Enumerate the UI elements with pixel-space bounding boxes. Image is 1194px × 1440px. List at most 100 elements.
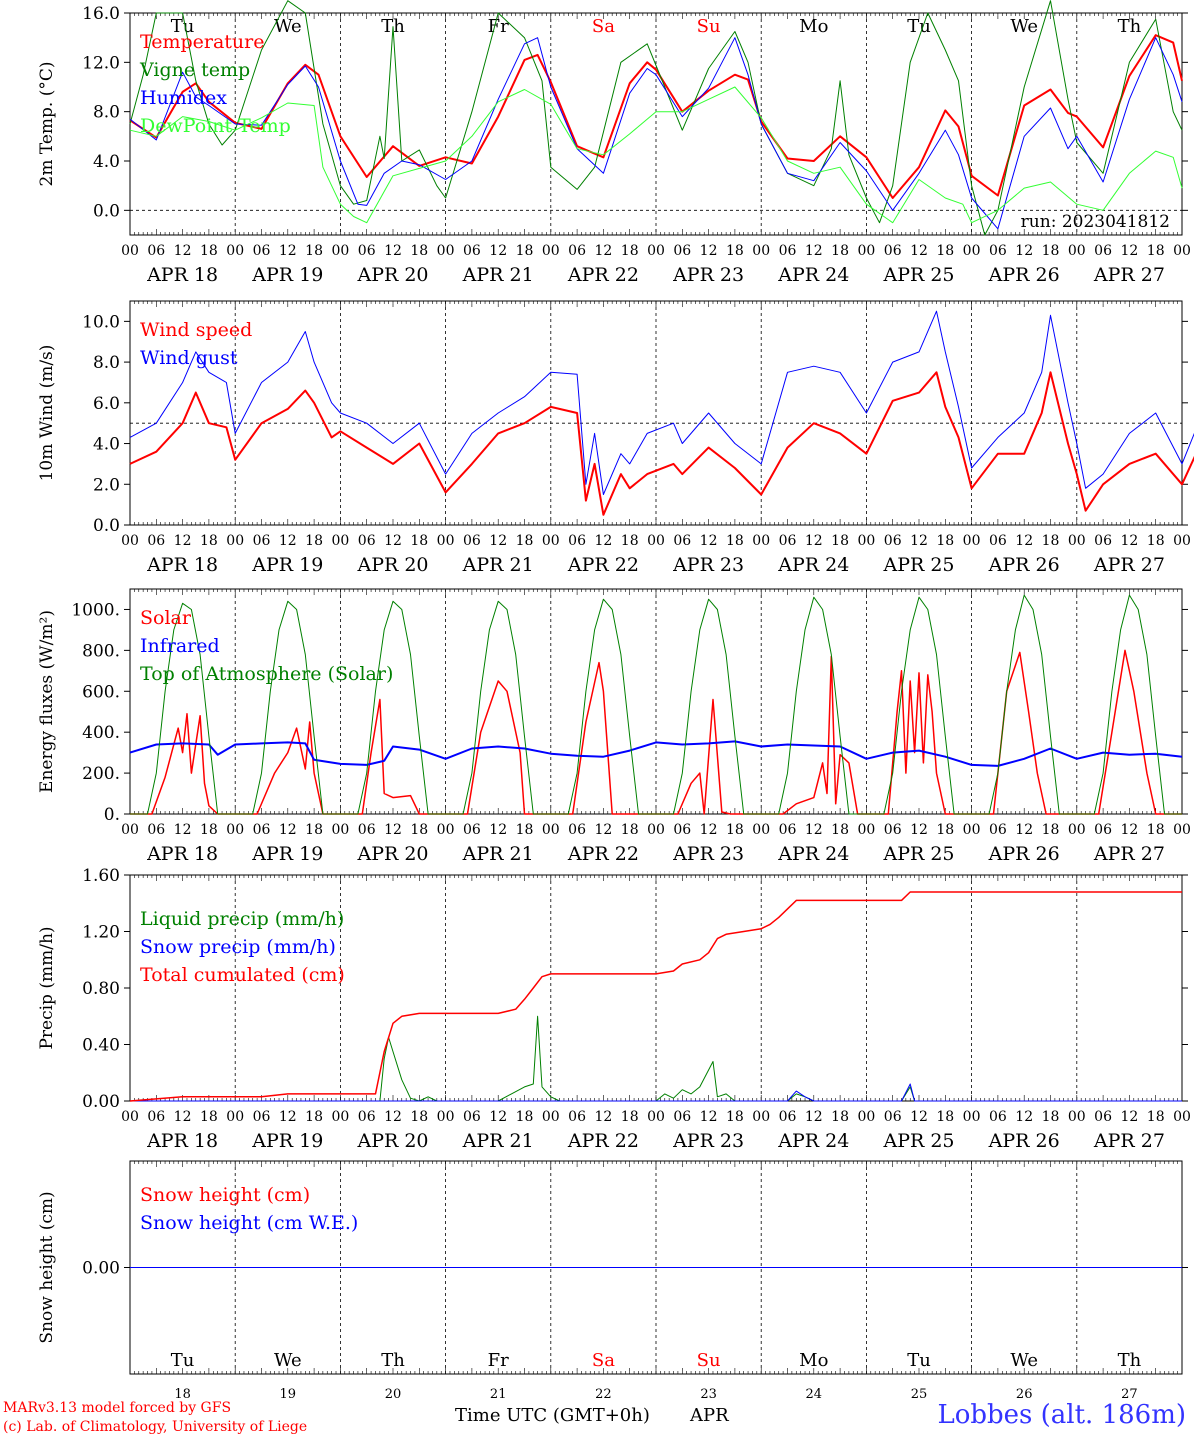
temp-date-label: APR 25 bbox=[882, 264, 954, 286]
precip-date-label: APR 26 bbox=[988, 1130, 1060, 1152]
energy-hour-tick-label: 12 bbox=[489, 822, 507, 838]
temp-date-label: APR 19 bbox=[251, 264, 323, 286]
energy-hour-tick-label: 12 bbox=[805, 822, 823, 838]
wind-date-label: APR 24 bbox=[777, 554, 849, 576]
day-number-label: 26 bbox=[1016, 1387, 1033, 1400]
precip-date-label: APR 20 bbox=[356, 1130, 428, 1152]
station-label: Lobbes (alt. 186m) bbox=[937, 1400, 1186, 1430]
precip-hour-tick-label: 00 bbox=[121, 1109, 139, 1125]
temp-hour-tick-label: 12 bbox=[700, 243, 718, 259]
day-number-label: 19 bbox=[280, 1387, 297, 1400]
energy-series-infrared bbox=[129, 740, 1183, 767]
precip-date-label: APR 25 bbox=[882, 1130, 954, 1152]
wind-series-wind-speed bbox=[129, 371, 1194, 516]
wind-y-tick-label: 2.0 bbox=[93, 475, 120, 495]
wind-hour-tick-label: 12 bbox=[594, 533, 612, 549]
wind-hour-tick-label: 06 bbox=[253, 533, 271, 549]
precip-hour-tick-label: 06 bbox=[253, 1109, 271, 1125]
temp-y-tick-label: 8.0 bbox=[93, 103, 120, 123]
precip-date-label: APR 21 bbox=[462, 1130, 534, 1152]
temp-hour-tick-label: 06 bbox=[673, 243, 691, 259]
energy-date-label: APR 26 bbox=[988, 843, 1060, 865]
wind-hour-tick-label: 00 bbox=[752, 533, 770, 549]
temp-hour-tick-label: 06 bbox=[147, 243, 165, 259]
wind-date-label: APR 26 bbox=[988, 554, 1060, 576]
wind-date-label: APR 25 bbox=[882, 554, 954, 576]
wind-hour-tick-label: 00 bbox=[121, 533, 139, 549]
energy-series-solar bbox=[130, 649, 1182, 815]
energy-hour-tick-label: 18 bbox=[936, 822, 954, 838]
energy-y-axis-label: Energy fluxes (W/m²) bbox=[37, 610, 57, 793]
energy-frame bbox=[129, 588, 1183, 815]
wind-hour-tick-label: 00 bbox=[647, 533, 665, 549]
wind-hour-tick-label: 00 bbox=[1173, 533, 1191, 549]
energy-hour-tick-label: 18 bbox=[831, 822, 849, 838]
wind-hour-tick-label: 00 bbox=[437, 533, 455, 549]
time-axis-title: Time UTC (GMT+0h) bbox=[455, 1405, 650, 1426]
energy-date-label: APR 25 bbox=[882, 843, 954, 865]
energy-legend-entry: Solar bbox=[140, 607, 192, 629]
wind-hour-tick-label: 18 bbox=[516, 533, 534, 549]
precip-hour-tick-label: 12 bbox=[174, 1109, 192, 1125]
energy-y-tick-label: 400. bbox=[82, 723, 120, 743]
wind-y-tick-label: 0.0 bbox=[93, 516, 120, 536]
temp-hour-tick-label: 18 bbox=[516, 243, 534, 259]
day-number-label: 23 bbox=[700, 1387, 717, 1400]
temp-series-vigne-temp bbox=[129, 0, 1183, 236]
energy-date-label: APR 18 bbox=[146, 843, 218, 865]
precip-hour-tick-label: 18 bbox=[621, 1109, 639, 1125]
wind-hour-tick-label: 06 bbox=[673, 533, 691, 549]
wind-hour-tick-label: 06 bbox=[463, 533, 481, 549]
precip-hour-tick-label: 12 bbox=[384, 1109, 402, 1125]
energy-hour-tick-label: 00 bbox=[1173, 822, 1191, 838]
wind-legend-entry: Wind gust bbox=[140, 347, 238, 369]
snow-y-tick-label: 0.00 bbox=[82, 1259, 120, 1279]
weekday-label: Sa bbox=[592, 1350, 615, 1371]
energy-hour-tick-label: 06 bbox=[463, 822, 481, 838]
wind-hour-tick-label: 18 bbox=[936, 533, 954, 549]
weekday-label: Mo bbox=[799, 1350, 828, 1371]
precip-hour-tick-label: 18 bbox=[726, 1109, 744, 1125]
wind-series-wind-gust bbox=[129, 310, 1194, 495]
temp-hour-tick-label: 12 bbox=[1015, 243, 1033, 259]
wind-date-label: APR 19 bbox=[251, 554, 323, 576]
energy-hour-tick-label: 00 bbox=[226, 822, 244, 838]
energy-hour-tick-label: 00 bbox=[752, 822, 770, 838]
temp-hour-tick-label: 06 bbox=[884, 243, 902, 259]
wind-legend-entry: Wind speed bbox=[140, 319, 252, 341]
precip-date-label: APR 27 bbox=[1093, 1130, 1165, 1152]
energy-hour-tick-label: 00 bbox=[331, 822, 349, 838]
temp-hour-tick-label: 06 bbox=[358, 243, 376, 259]
wind-hour-tick-label: 12 bbox=[489, 533, 507, 549]
energy-hour-tick-label: 00 bbox=[857, 822, 875, 838]
copyright-credit: (c) Lab. of Climatology, University of L… bbox=[3, 1419, 308, 1435]
day-number-label: 27 bbox=[1121, 1387, 1138, 1400]
temp-hour-tick-label: 18 bbox=[726, 243, 744, 259]
temp-date-label: APR 20 bbox=[356, 264, 428, 286]
energy-hour-tick-label: 06 bbox=[358, 822, 376, 838]
precip-hour-tick-label: 12 bbox=[279, 1109, 297, 1125]
temp-hour-tick-label: 06 bbox=[779, 243, 797, 259]
temp-hour-tick-label: 06 bbox=[253, 243, 271, 259]
energy-legend-entry: Top of Atmosphere (Solar) bbox=[140, 663, 393, 685]
precip-hour-tick-label: 00 bbox=[752, 1109, 770, 1125]
precip-hour-tick-label: 00 bbox=[963, 1109, 981, 1125]
temp-series-temperature bbox=[129, 34, 1183, 199]
meteogram: 0.0 4.0 8.0 12.0 16.0 2m Temp. (°C) Tu We Th Fr Sa… bbox=[37, 0, 1194, 1400]
wind-hour-tick-label: 18 bbox=[726, 533, 744, 549]
month-label: APR bbox=[690, 1405, 729, 1426]
temp-date-label: APR 24 bbox=[777, 264, 849, 286]
precip-hour-tick-label: 12 bbox=[1120, 1109, 1138, 1125]
wind-date-label: APR 23 bbox=[672, 554, 744, 576]
snow-legend-entry: Snow height (cm W.E.) bbox=[140, 1212, 358, 1234]
wind-hour-tick-label: 12 bbox=[1015, 533, 1033, 549]
energy-hour-tick-label: 18 bbox=[516, 822, 534, 838]
wind-hour-tick-label: 00 bbox=[963, 533, 981, 549]
temp-hour-tick-label: 12 bbox=[489, 243, 507, 259]
wind-y-axis-label: 10m Wind (m/s) bbox=[37, 345, 57, 482]
wind-hour-tick-label: 18 bbox=[1147, 533, 1165, 549]
energy-y-tick-label: 200. bbox=[82, 764, 120, 784]
temp-hour-tick-label: 18 bbox=[410, 243, 428, 259]
energy-series-top-of-atmosphere-solar- bbox=[130, 594, 1182, 815]
energy-hour-tick-label: 00 bbox=[437, 822, 455, 838]
